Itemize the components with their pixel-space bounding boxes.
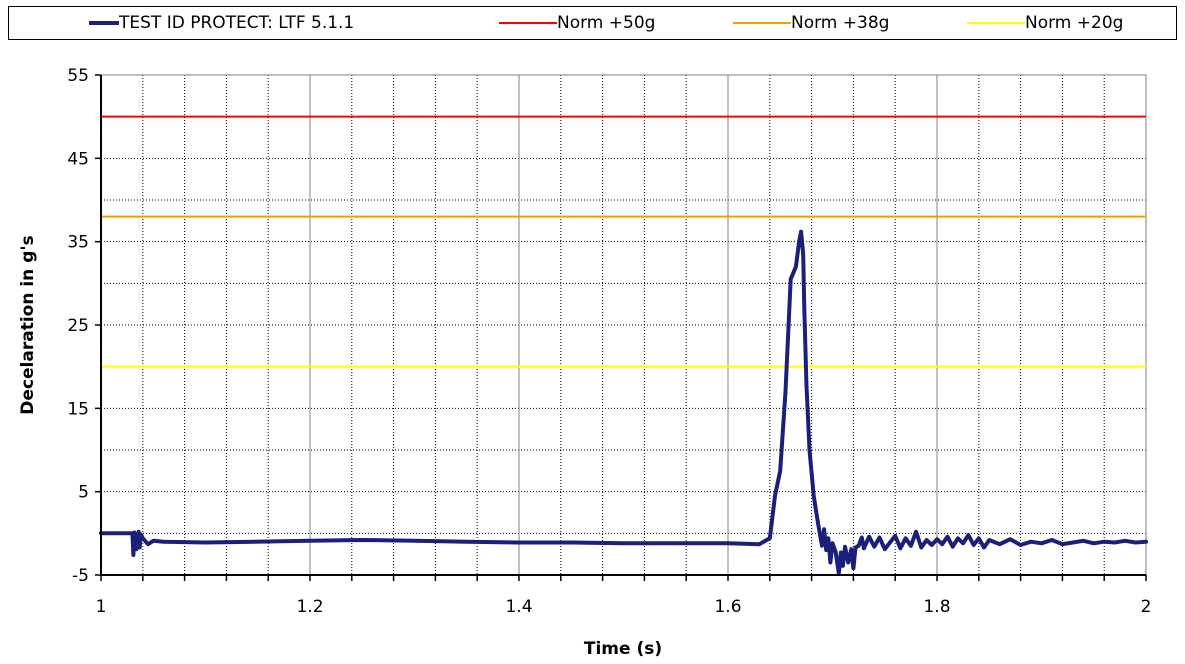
y-tick-label: -5 xyxy=(72,566,89,586)
legend-label-norm20: Norm +20g xyxy=(1025,13,1124,33)
legend-item-norm38: Norm +38g xyxy=(733,7,889,39)
series-layer xyxy=(99,115,1148,576)
legend-item-norm50: Norm +50g xyxy=(499,7,655,39)
axis-layer: -5 5 15 25 35 45 55 1 1.2 1.4 1.6 1.8 2 xyxy=(67,66,1151,617)
x-tick-label: 1 xyxy=(96,597,107,617)
grid-layer xyxy=(100,74,1147,576)
x-tick-label: 1.4 xyxy=(505,597,532,617)
x-tick-label: 1.8 xyxy=(923,597,950,617)
y-axis-title: Decelaration in g's xyxy=(18,235,38,414)
x-tick-label: 1.2 xyxy=(296,597,323,617)
y-tick-label: 45 xyxy=(67,149,89,169)
x-tick-label: 1.6 xyxy=(714,597,741,617)
y-tick-label: 35 xyxy=(67,233,89,253)
legend-swatch-test xyxy=(89,21,119,25)
legend-label-test: TEST ID PROTECT: LTF 5.1.1 xyxy=(119,13,355,33)
legend-swatch-norm20 xyxy=(967,22,1025,24)
y-tick-label: 25 xyxy=(67,316,89,336)
y-tick-label: 55 xyxy=(67,66,89,86)
legend-swatch-norm38 xyxy=(733,22,791,24)
legend-label-norm50: Norm +50g xyxy=(557,13,656,33)
y-tick-label: 5 xyxy=(78,483,89,503)
legend-item-test: TEST ID PROTECT: LTF 5.1.1 xyxy=(89,7,354,39)
legend-item-norm20: Norm +20g xyxy=(967,7,1123,39)
x-axis-title: Time (s) xyxy=(584,639,662,659)
chart-legend: TEST ID PROTECT: LTF 5.1.1 Norm +50g Nor… xyxy=(8,6,1177,40)
x-tick-label: 2 xyxy=(1141,597,1152,617)
y-tick-label: 15 xyxy=(67,399,89,419)
legend-swatch-norm50 xyxy=(499,22,557,24)
series-line-test xyxy=(99,229,1148,576)
legend-label-norm38: Norm +38g xyxy=(791,13,890,33)
